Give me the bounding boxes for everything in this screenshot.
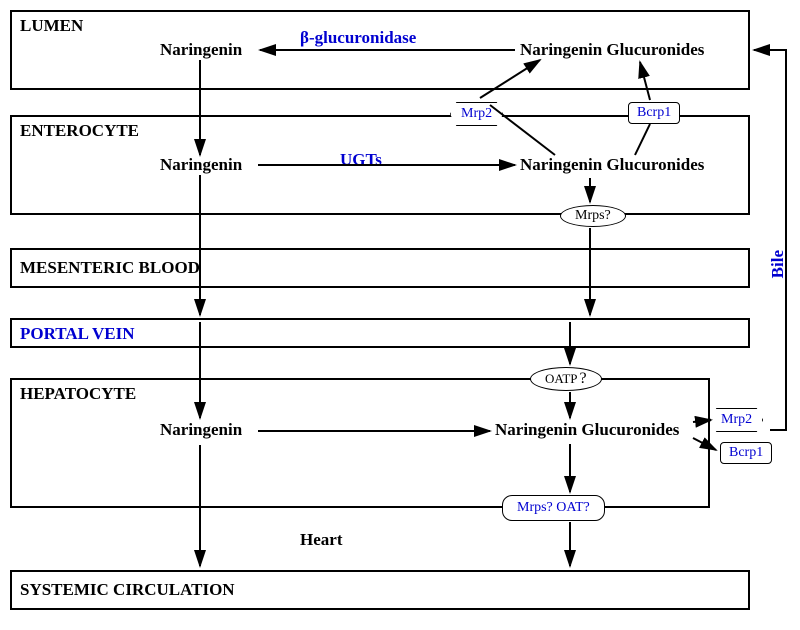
mesenteric-title: MESENTERIC BLOOD bbox=[20, 258, 200, 278]
arrow-layer bbox=[0, 0, 800, 630]
hepatocyte-oatp-transporter: OATP? bbox=[530, 367, 602, 391]
ugts-label: UGTs bbox=[340, 150, 382, 170]
lumen-bcrp1-transporter: Bcrp1 bbox=[628, 102, 680, 124]
beta-glucuronidase-label: β-glucuronidase bbox=[300, 28, 416, 48]
hepatocyte-mrps-oat-transporter: Mrps? OAT? bbox=[502, 495, 605, 521]
hepatocyte-bcrp1-transporter: Bcrp1 bbox=[720, 442, 772, 464]
lumen-glucuronides: Naringenin Glucuronides bbox=[520, 40, 704, 60]
hepatocyte-box: HEPATOCYTE bbox=[10, 378, 710, 508]
hepatocyte-mrp2-transporter: Mrp2 bbox=[710, 408, 763, 432]
enterocyte-glucuronides: Naringenin Glucuronides bbox=[520, 155, 704, 175]
lumen-mrp2-transporter: Mrp2 bbox=[450, 102, 503, 126]
oatp-q: ? bbox=[580, 370, 587, 388]
hepatocyte-naringenin: Naringenin bbox=[160, 420, 242, 440]
oatp-text: OATP bbox=[545, 371, 578, 387]
bile-label: Bile bbox=[768, 250, 788, 278]
lumen-naringenin: Naringenin bbox=[160, 40, 242, 60]
portal-title: PORTAL VEIN bbox=[20, 324, 135, 344]
systemic-box: SYSTEMIC CIRCULATION bbox=[10, 570, 750, 610]
portal-box: PORTAL VEIN bbox=[10, 318, 750, 348]
systemic-title: SYSTEMIC CIRCULATION bbox=[20, 580, 235, 600]
heart-label: Heart bbox=[300, 530, 342, 550]
hepatocyte-title: HEPATOCYTE bbox=[20, 384, 136, 404]
enterocyte-naringenin: Naringenin bbox=[160, 155, 242, 175]
lumen-title: LUMEN bbox=[20, 16, 83, 36]
enterocyte-mrps-transporter: Mrps? bbox=[560, 205, 626, 227]
hepatocyte-glucuronides: Naringenin Glucuronides bbox=[495, 420, 679, 440]
mesenteric-box: MESENTERIC BLOOD bbox=[10, 248, 750, 288]
enterocyte-title: ENTEROCYTE bbox=[20, 121, 139, 141]
